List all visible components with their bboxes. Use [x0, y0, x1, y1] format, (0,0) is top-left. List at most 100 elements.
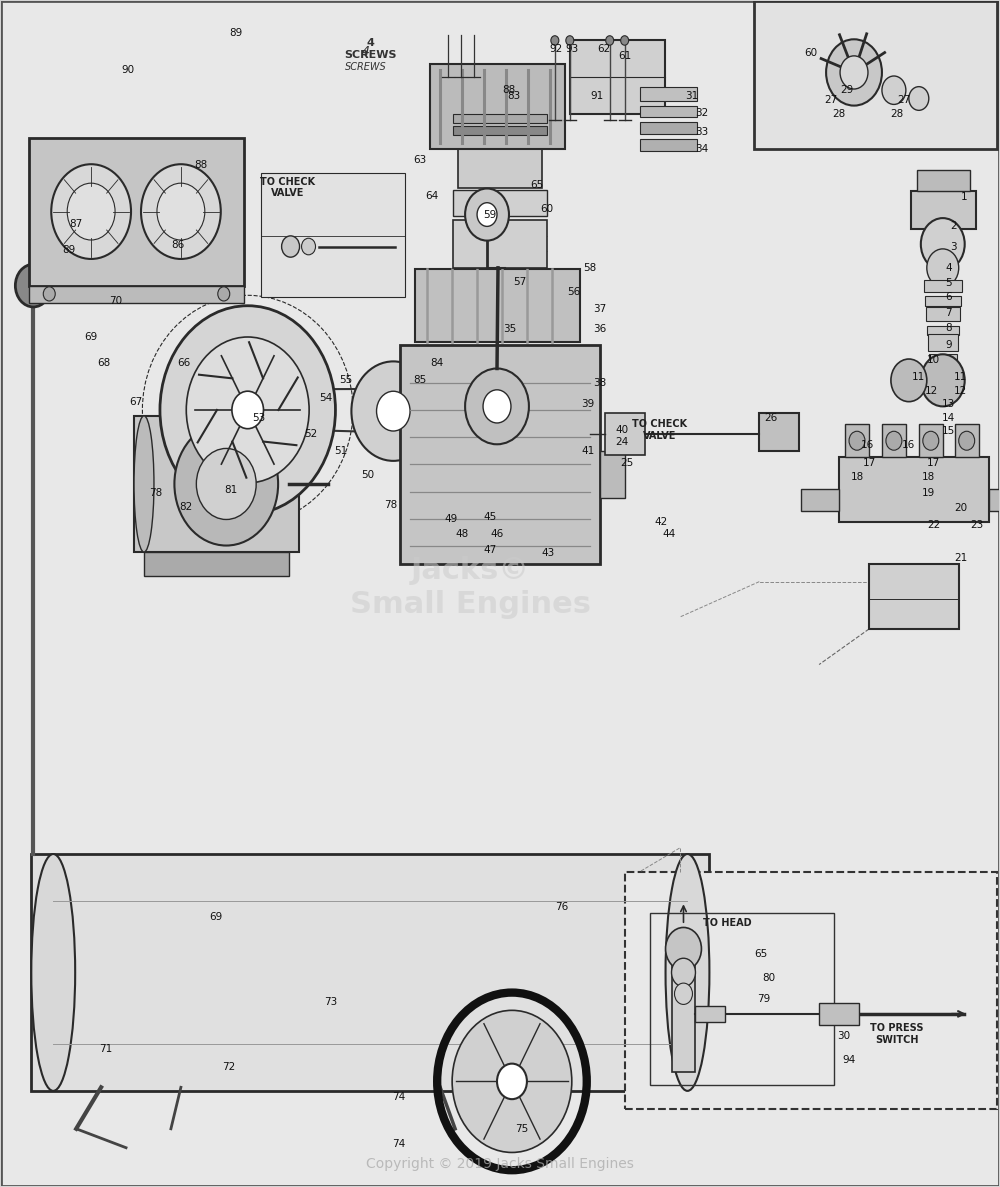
Circle shape: [606, 36, 614, 45]
Bar: [640, 122, 697, 134]
Circle shape: [840, 56, 868, 89]
Text: 36: 36: [593, 324, 606, 335]
Text: 4
SCREWS: 4 SCREWS: [344, 38, 397, 59]
Text: 69: 69: [85, 331, 98, 342]
Circle shape: [959, 431, 975, 450]
Text: 11: 11: [954, 372, 967, 382]
Text: 76: 76: [555, 902, 568, 913]
Text: 16: 16: [860, 440, 874, 451]
Text: 89: 89: [63, 245, 76, 255]
Bar: [625, 871, 997, 1109]
Text: 18: 18: [850, 472, 864, 482]
Bar: [29, 286, 244, 304]
Bar: [927, 326, 959, 336]
Text: 34: 34: [695, 145, 708, 154]
Text: 39: 39: [581, 399, 594, 410]
Text: 13: 13: [942, 399, 955, 410]
Text: 37: 37: [593, 304, 606, 315]
Text: 8: 8: [945, 323, 952, 334]
Circle shape: [909, 87, 929, 110]
Text: 42: 42: [655, 518, 668, 527]
Text: 64: 64: [426, 191, 439, 201]
Text: 81: 81: [224, 485, 237, 495]
Text: 9: 9: [945, 339, 952, 350]
Bar: [926, 307, 960, 322]
Text: 4: 4: [945, 262, 952, 273]
Text: 60: 60: [805, 49, 818, 58]
Text: 52: 52: [304, 429, 317, 439]
Bar: [911, 191, 976, 229]
Circle shape: [921, 354, 965, 406]
Text: 25: 25: [620, 458, 633, 468]
Bar: [928, 335, 958, 350]
Circle shape: [465, 189, 509, 241]
Text: 45: 45: [483, 512, 497, 521]
Text: 90: 90: [121, 65, 135, 75]
Text: 40: 40: [615, 425, 628, 436]
Text: Jacks©
Small Engines: Jacks© Small Engines: [350, 557, 591, 618]
Text: 4: 4: [361, 45, 369, 58]
Text: 17: 17: [862, 458, 876, 468]
Text: 29: 29: [840, 85, 854, 95]
Text: 41: 41: [581, 446, 594, 456]
Text: 49: 49: [445, 514, 458, 523]
Text: 73: 73: [324, 997, 337, 1007]
Circle shape: [377, 392, 410, 431]
Text: 20: 20: [954, 503, 967, 513]
Text: 62: 62: [597, 44, 610, 53]
Text: 56: 56: [567, 286, 580, 297]
Circle shape: [483, 389, 511, 423]
Text: 67: 67: [129, 396, 143, 407]
Circle shape: [160, 306, 335, 514]
Bar: [695, 1005, 725, 1022]
Text: 78: 78: [384, 500, 397, 509]
Text: 15: 15: [942, 426, 955, 437]
Text: 92: 92: [549, 44, 562, 53]
Text: 50: 50: [361, 470, 374, 480]
Text: 74: 74: [392, 1092, 405, 1102]
Text: TO CHECK
VALVE: TO CHECK VALVE: [260, 177, 315, 198]
Text: 47: 47: [483, 545, 497, 554]
Bar: [759, 413, 799, 451]
Bar: [924, 280, 962, 292]
Bar: [453, 114, 547, 123]
Text: TO PRESS
SWITCH: TO PRESS SWITCH: [870, 1023, 924, 1045]
Bar: [400, 344, 600, 564]
Bar: [929, 354, 957, 366]
Circle shape: [886, 431, 902, 450]
Circle shape: [174, 423, 278, 546]
Circle shape: [621, 36, 629, 45]
Circle shape: [452, 1010, 572, 1153]
Circle shape: [141, 164, 221, 259]
Text: 7: 7: [945, 307, 952, 318]
Circle shape: [218, 287, 230, 301]
Circle shape: [157, 183, 205, 240]
Text: 93: 93: [565, 44, 578, 53]
Bar: [882, 424, 906, 457]
Text: 83: 83: [507, 91, 521, 101]
Circle shape: [302, 239, 316, 255]
Text: SCREWS: SCREWS: [344, 62, 386, 71]
Text: 11: 11: [912, 372, 925, 382]
Ellipse shape: [31, 853, 75, 1091]
Circle shape: [51, 164, 131, 259]
Bar: [925, 297, 961, 306]
Bar: [869, 564, 959, 629]
Text: 18: 18: [922, 472, 935, 482]
Text: 12: 12: [954, 386, 967, 396]
Text: 26: 26: [765, 413, 778, 424]
Circle shape: [186, 337, 309, 483]
Circle shape: [672, 958, 695, 986]
Circle shape: [477, 203, 497, 227]
Bar: [600, 451, 625, 499]
Text: 85: 85: [414, 375, 427, 386]
Bar: [839, 457, 989, 522]
Text: 31: 31: [685, 91, 698, 101]
Text: 87: 87: [70, 220, 83, 229]
Bar: [917, 170, 970, 191]
Bar: [144, 552, 289, 576]
Text: 22: 22: [927, 520, 940, 529]
Text: 58: 58: [583, 262, 596, 273]
Text: 53: 53: [252, 413, 265, 424]
Bar: [919, 424, 943, 457]
